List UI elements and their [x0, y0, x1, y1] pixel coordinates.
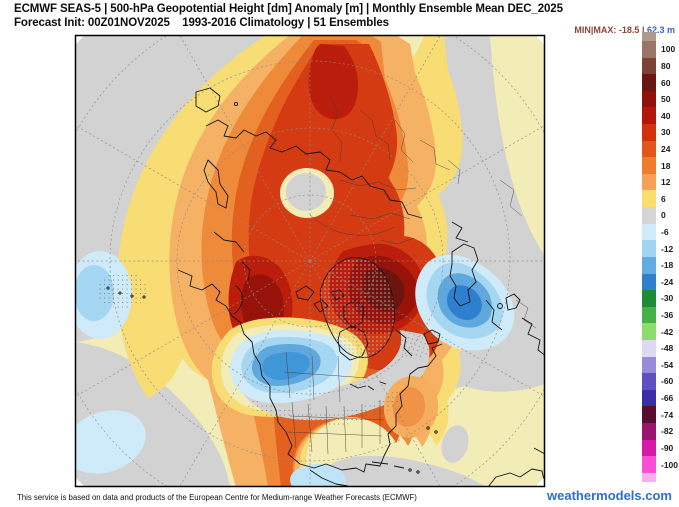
minmax-max-value: 62.3 m: [646, 25, 675, 35]
colorbar-swatch: [642, 389, 656, 407]
colorbar-tick-label: 60: [661, 77, 671, 88]
colorbar-tick-label: 0: [661, 210, 666, 221]
colorbar-tick-label: -54: [661, 359, 674, 370]
colorbar-tick-label: -24: [661, 276, 674, 287]
brand-link[interactable]: weathermodels.com: [547, 488, 672, 503]
colorbar-tick-label: 24: [661, 143, 671, 154]
colorbar-tick-label: 6: [661, 193, 666, 204]
map-area: [75, 35, 545, 487]
colorbar-swatch: [642, 406, 656, 424]
colorbar-swatch: [642, 207, 656, 224]
colorbar-swatch: [642, 157, 656, 174]
colorbar-swatch: [642, 456, 656, 473]
minmax-separator: |: [639, 25, 647, 35]
colorbar-swatch: [642, 190, 656, 208]
colorbar-cap: [642, 32, 656, 41]
minmax-readout: MIN|MAX: -18.5 | 62.3 m: [569, 15, 675, 35]
colorbar-tick-label: 18: [661, 160, 671, 171]
colorbar-cap-spacer: [661, 32, 679, 41]
colorbar-tick-label: -66: [661, 393, 674, 404]
colorbar-labels: 100 80 60 50 40 30 24 18 12 6 0 -6 -12 -18 -24 -30 -36 -4…: [656, 32, 679, 482]
colorbar-tick-label: 30: [661, 127, 671, 138]
colorbar-tick-label: -18: [661, 260, 674, 271]
colorbar-swatch: [642, 107, 656, 125]
colorbar-swatch: [642, 423, 656, 440]
colorbar-tick-label: -82: [661, 426, 674, 437]
minmax-label: MIN|MAX:: [574, 25, 619, 35]
colorbar: 100 80 60 50 40 30 24 18 12 6 0 -6 -12 -18 -24 -30 -36 -4…: [642, 32, 679, 482]
colorbar-swatch: [642, 90, 656, 108]
colorbar-swatch: [642, 140, 656, 158]
page-title: ECMWF SEAS-5 | 500-hPa Geopotential Heig…: [14, 3, 563, 15]
minor-negative-blobs: [75, 251, 346, 487]
colorbar-swatch: [642, 41, 656, 58]
greenland-stipple: [320, 257, 395, 358]
colorbar-swatch: [642, 356, 656, 374]
colorbar-tick-label: -12: [661, 243, 674, 254]
stipple-overlay: [96, 272, 430, 427]
colorbar-swatch: [642, 256, 656, 274]
map-frame: [74, 34, 546, 488]
colorbar-tick-label: -74: [661, 409, 674, 420]
colorbar-swatch: [642, 323, 656, 340]
internal-borders: [283, 94, 537, 455]
colorbar-tick-label: -36: [661, 310, 674, 321]
colorbar-tick-label: 100: [661, 44, 676, 55]
colorbar-swatch: [642, 339, 656, 357]
colorbar-swatch: [642, 223, 656, 241]
colorbar-tick-label: -100: [661, 459, 679, 470]
colorbar-swatch: [642, 240, 656, 257]
colorbar-swatches: [642, 32, 656, 482]
colorbar-tick-label: 50: [661, 94, 671, 105]
colorbar-tick-label: -42: [661, 326, 674, 337]
colorbar-swatch: [642, 173, 656, 191]
minmax-min-value: -18.5: [618, 25, 640, 35]
colorbar-tick-label: 80: [661, 60, 671, 71]
colorbar-swatch: [642, 57, 656, 75]
colorbar-swatch: [642, 373, 656, 390]
attribution-text: This service is based on data and produc…: [17, 493, 417, 502]
colorbar-swatch: [642, 439, 656, 457]
colorbar-swatch: [642, 306, 656, 324]
graticule: [75, 35, 545, 487]
colorbar-swatch: [642, 74, 656, 91]
colorbar-swatch: [642, 273, 656, 291]
colorbar-tick-label: -60: [661, 376, 674, 387]
colorbar-cap: [642, 472, 656, 482]
colorbar-swatch: [642, 290, 656, 307]
colorbar-cap-spacer: [661, 473, 679, 482]
colorbar-tick-label: -90: [661, 442, 674, 453]
colorbar-tick-label: 12: [661, 177, 671, 188]
scandinavia-negative-anomaly: [415, 254, 515, 351]
title-block: ECMWF SEAS-5 | 500-hPa Geopotential Heig…: [14, 2, 563, 30]
colorbar-swatch: [642, 124, 656, 141]
pole-neutral-spot: [280, 168, 334, 218]
page-subtitle: Forecast Init: 00Z01NOV2025 1993-2016 Cl…: [14, 17, 389, 29]
colorbar-tick-label: -30: [661, 293, 674, 304]
colorbar-tick-label: 40: [661, 110, 671, 121]
colorbar-tick-label: -48: [661, 343, 674, 354]
colorbar-tick-label: -6: [661, 227, 669, 237]
